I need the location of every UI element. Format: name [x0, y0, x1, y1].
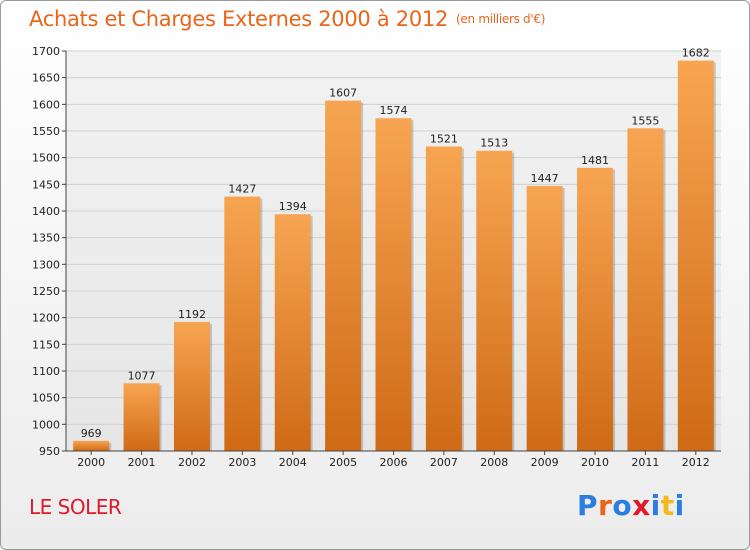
- logo-letter: t: [660, 489, 675, 522]
- y-tick-label: 1300: [32, 258, 60, 271]
- logo-letter: r: [598, 489, 613, 522]
- x-tick-label: 2004: [279, 456, 307, 469]
- bar: [224, 196, 261, 451]
- x-tick-label: 2005: [329, 456, 357, 469]
- bar-value-label: 1513: [480, 137, 508, 150]
- bar: [627, 128, 664, 451]
- y-tick-label: 1650: [32, 72, 60, 85]
- x-tick-label: 2003: [228, 456, 256, 469]
- y-tick-label: 1550: [32, 125, 60, 138]
- bar-value-label: 1427: [228, 183, 256, 196]
- x-tick-label: 2006: [380, 456, 408, 469]
- y-tick-label: 1400: [32, 205, 60, 218]
- logo-letter: i: [674, 489, 685, 522]
- y-tick-label: 1150: [32, 338, 60, 351]
- x-tick-label: 2008: [480, 456, 508, 469]
- x-tick-label: 2001: [128, 456, 156, 469]
- bar-value-label: 969: [81, 427, 102, 440]
- bar: [375, 118, 412, 451]
- y-tick-label: 1000: [32, 418, 60, 431]
- bars: [73, 60, 716, 452]
- proxiti-logo: Proxiti: [577, 489, 685, 522]
- axes: [62, 50, 721, 455]
- bar: [526, 185, 563, 451]
- bar-value-label: 1521: [430, 132, 458, 145]
- x-tick-label: 2011: [631, 456, 659, 469]
- bar-value-label: 1394: [279, 200, 307, 213]
- bar-value-label: 1574: [380, 104, 408, 117]
- x-tick-label: 2012: [682, 456, 710, 469]
- x-tick-label: 2002: [178, 456, 206, 469]
- bar-value-label: 1192: [178, 308, 206, 321]
- x-tick-label: 2007: [430, 456, 458, 469]
- logo-letter: x: [632, 489, 651, 522]
- chart-title: Achats et Charges Externes 2000 à 2012 (e…: [29, 7, 545, 31]
- bar-value-label: 1077: [128, 369, 156, 382]
- x-tick-label: 2009: [531, 456, 559, 469]
- y-tick-label: 1050: [32, 392, 60, 405]
- y-tick-label: 1450: [32, 178, 60, 191]
- bar-value-label: 1555: [631, 114, 659, 127]
- y-tick-label: 1500: [32, 152, 60, 165]
- y-tick-label: 1600: [32, 98, 60, 111]
- bar: [476, 150, 513, 451]
- bar: [425, 146, 462, 451]
- y-tick-label: 1200: [32, 312, 60, 325]
- bar: [73, 440, 110, 451]
- chart-title-text: Achats et Charges Externes 2000 à 2012: [29, 7, 449, 31]
- bar-value-label: 1447: [531, 172, 559, 185]
- logo-letter: o: [612, 489, 633, 522]
- bar: [325, 100, 362, 451]
- bar: [677, 60, 714, 451]
- commune-name: LE SOLER: [29, 495, 122, 519]
- bar: [173, 321, 210, 451]
- y-tick-label: 950: [39, 445, 60, 458]
- x-tick-label: 2010: [581, 456, 609, 469]
- logo-letter: i: [650, 489, 661, 522]
- y-tick-label: 1100: [32, 365, 60, 378]
- bar-value-label: 1682: [682, 47, 710, 60]
- bar-value-label: 1607: [329, 87, 357, 100]
- logo-letter: P: [577, 489, 599, 522]
- bar-value-label: 1481: [581, 154, 609, 167]
- labels: 950 1000 1050 1100 1150 1200 1250 1300 1350 1400 1…: [32, 45, 710, 469]
- x-tick-label: 2000: [77, 456, 105, 469]
- bar: [577, 167, 614, 452]
- bar: [274, 214, 311, 451]
- chart-subtitle: (en milliers d'€): [456, 12, 546, 26]
- y-tick-label: 1700: [32, 45, 60, 58]
- bar: [123, 383, 160, 451]
- y-tick-label: 1250: [32, 285, 60, 298]
- y-tick-label: 1350: [32, 232, 60, 245]
